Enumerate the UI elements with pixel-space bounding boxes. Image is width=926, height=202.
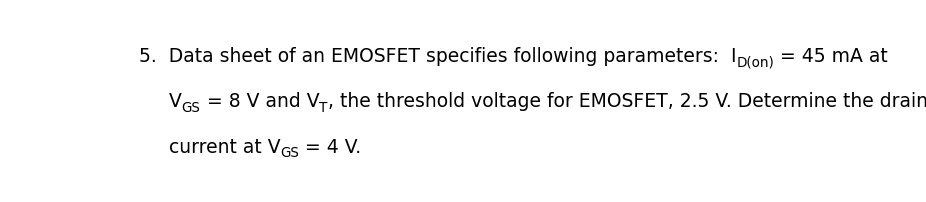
Text: 5.  Data sheet of an EMOSFET specifies following parameters:  I: 5. Data sheet of an EMOSFET specifies fo…: [139, 47, 736, 66]
Text: D(on): D(on): [736, 56, 774, 69]
Text: T: T: [319, 101, 328, 115]
Text: = 4 V.: = 4 V.: [299, 137, 361, 156]
Text: = 8 V and V: = 8 V and V: [201, 92, 319, 111]
Text: V: V: [169, 92, 181, 111]
Text: , the threshold voltage for EMOSFET, 2.5 V. Determine the drain: , the threshold voltage for EMOSFET, 2.5…: [328, 92, 926, 111]
Text: GS: GS: [181, 101, 201, 115]
Text: current at V: current at V: [169, 137, 281, 156]
Text: GS: GS: [281, 146, 299, 160]
Text: = 45 mA at: = 45 mA at: [774, 47, 888, 66]
